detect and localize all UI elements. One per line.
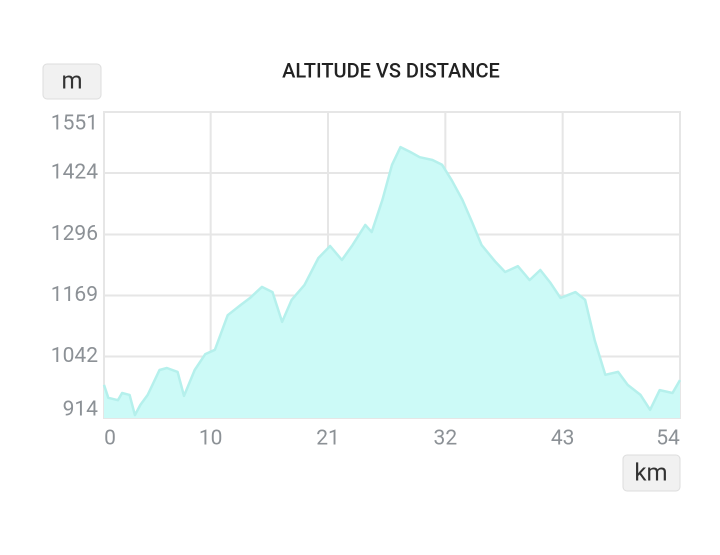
area-line [102, 145, 682, 417]
y-tick-label: 1551 [51, 112, 98, 136]
chart-title: ALTITUDE VS DISTANCE [282, 58, 500, 82]
y-tick-label: 1296 [51, 222, 98, 246]
x-tick-label: 43 [551, 427, 575, 451]
x-tick-label: 10 [199, 427, 223, 451]
x-tick-label: 21 [316, 427, 340, 451]
area [104, 147, 680, 418]
y-tick-label: 1169 [51, 283, 98, 307]
x-tick-label: 32 [434, 427, 458, 451]
x-tick-label: 54 [656, 427, 680, 451]
y-tick-label: 914 [63, 398, 99, 422]
x-unit-box [622, 454, 681, 492]
y-unit: m [61, 66, 82, 94]
y-unit-box [42, 63, 102, 100]
x-unit: km [634, 458, 667, 486]
y-tick-label: 1042 [51, 344, 98, 368]
x-tick-label: 0 [104, 427, 116, 451]
y-tick-label: 1424 [51, 161, 98, 185]
